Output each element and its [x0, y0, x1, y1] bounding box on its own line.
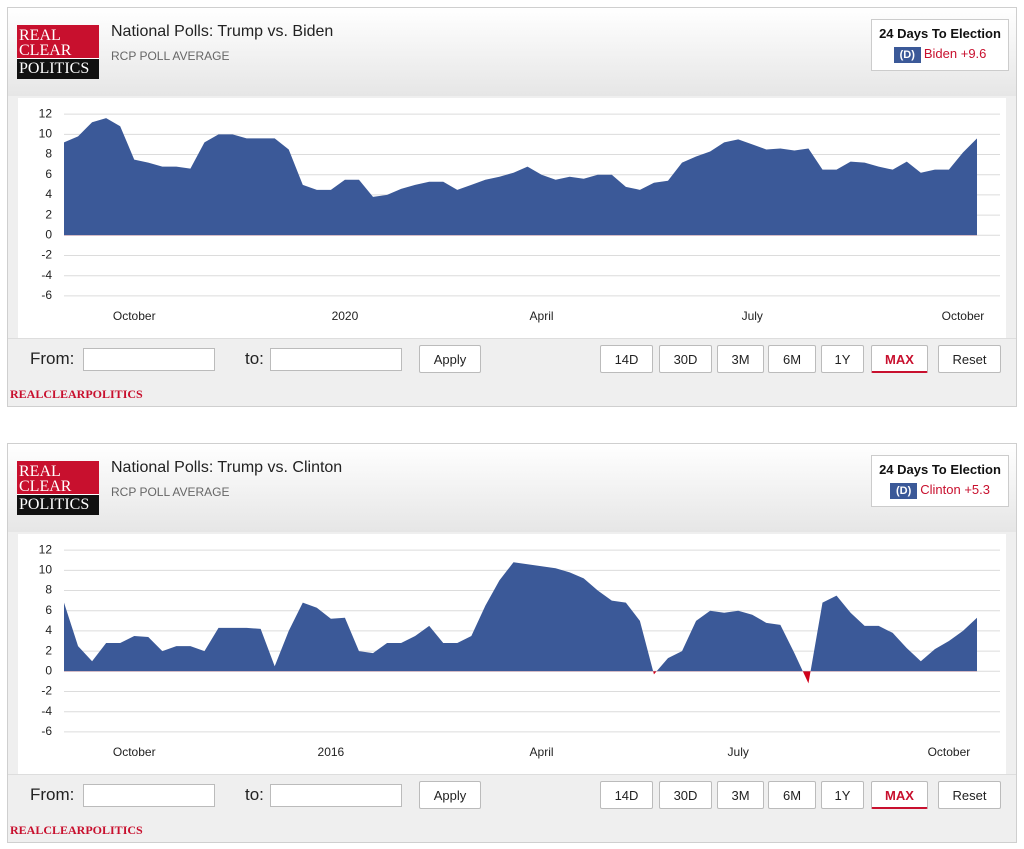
chart-title: National Polls: Trump vs. Clinton — [111, 459, 343, 476]
footer-brand: REALCLEARPOLITICS — [10, 823, 143, 837]
apply-button[interactable]: Apply — [419, 781, 481, 809]
range-button[interactable]: MAX — [871, 781, 928, 809]
area-positive — [64, 562, 977, 672]
leader-text: Biden +9.6 — [923, 46, 987, 61]
y-tick-label: -6 — [41, 288, 52, 302]
y-tick-label: 10 — [39, 126, 53, 140]
leader-row: (D) Clinton +5.3 — [872, 482, 1008, 499]
range-button[interactable]: MAX — [871, 345, 928, 373]
x-tick-label: 2020 — [332, 309, 359, 323]
y-tick-label: 2 — [45, 207, 52, 221]
y-tick-label: 4 — [45, 623, 52, 637]
to-label: to: — [245, 785, 264, 804]
x-tick-label: October — [928, 745, 971, 759]
y-tick-label: 6 — [45, 167, 52, 181]
reset-button[interactable]: Reset — [938, 781, 1001, 809]
x-tick-label: July — [742, 309, 763, 323]
logo-text: REAL — [17, 461, 99, 480]
to-input[interactable] — [270, 784, 402, 807]
logo-text: REAL — [17, 25, 99, 44]
poll-widget: REAL CLEAR POLITICS National Polls: Trump v… — [7, 443, 1017, 843]
x-tick-label: April — [530, 745, 554, 759]
chart-subtitle: RCP POLL AVERAGE — [111, 485, 230, 499]
to-label: to: — [245, 349, 264, 368]
party-badge: (D) — [893, 47, 921, 63]
chart: 12 10 8 6 4 2 0 -2 -4 -6 October 2016 April July Octob… — [39, 542, 1000, 759]
range-button[interactable]: 14D — [600, 781, 653, 809]
y-tick-label: -2 — [41, 684, 52, 698]
y-tick-label: 12 — [39, 542, 53, 556]
party-badge: (D) — [889, 483, 918, 499]
y-tick-label: -4 — [41, 268, 52, 282]
election-box: 24 Days To Election (D) Clinton +5.3 — [871, 455, 1009, 507]
y-tick-label: 12 — [39, 106, 53, 120]
chart: 12 10 8 6 4 2 0 -2 -4 -6 October 2020 April July Octob… — [39, 106, 1000, 323]
y-tick-label: 6 — [45, 603, 52, 617]
range-button[interactable]: 30D — [659, 345, 712, 373]
chart-area: 12 10 8 6 4 2 0 -2 -4 -6 October 2020 April July Octob… — [18, 98, 1006, 338]
logo-text: POLITICS — [17, 494, 99, 515]
to-input[interactable] — [270, 348, 402, 371]
x-tick-label: October — [113, 745, 156, 759]
logo-text: POLITICS — [17, 58, 99, 79]
area-positive — [64, 118, 977, 236]
y-tick-label: 4 — [45, 187, 52, 201]
range-button[interactable]: 1Y — [821, 781, 864, 809]
poll-widget: REAL CLEAR POLITICS National Polls: Trump v… — [7, 7, 1017, 407]
countdown: 24 Days To Election — [879, 462, 1001, 477]
election-box: 24 Days To Election (D) Biden +9.6 — [871, 19, 1009, 71]
logo: REAL CLEAR POLITICS — [17, 461, 99, 517]
range-button[interactable]: 14D — [600, 345, 653, 373]
y-tick-label: -6 — [41, 724, 52, 738]
controls-bar: From: to: Apply 14D 30D 3M 6M 1Y MAX Reset — [8, 774, 1016, 820]
from-input[interactable] — [83, 784, 215, 807]
y-tick-label: 10 — [39, 562, 53, 576]
x-tick-label: October — [113, 309, 156, 323]
range-button[interactable]: 1Y — [821, 345, 864, 373]
y-tick-label: -4 — [41, 704, 52, 718]
y-tick-label: 2 — [45, 643, 52, 657]
y-tick-label: -2 — [41, 248, 52, 262]
logo: REAL CLEAR POLITICS — [17, 25, 99, 81]
logo-text: CLEAR — [17, 43, 99, 59]
from-label: From: — [30, 785, 75, 804]
countdown: 24 Days To Election — [879, 26, 1001, 41]
chart-subtitle: RCP POLL AVERAGE — [111, 49, 230, 63]
chart-area: 12 10 8 6 4 2 0 -2 -4 -6 October 2016 April July Octob… — [18, 534, 1006, 774]
range-button[interactable]: 3M — [717, 781, 764, 809]
x-tick-label: July — [728, 745, 749, 759]
x-tick-label: October — [942, 309, 985, 323]
apply-button[interactable]: Apply — [419, 345, 481, 373]
controls-bar: From: to: Apply 14D 30D 3M 6M 1Y MAX Reset — [8, 338, 1016, 384]
y-tick-label: 8 — [45, 147, 52, 161]
x-tick-label: April — [530, 309, 554, 323]
x-tick-label: 2016 — [318, 745, 345, 759]
reset-button[interactable]: Reset — [938, 345, 1001, 373]
range-button[interactable]: 30D — [659, 781, 712, 809]
y-tick-label: 0 — [45, 227, 52, 241]
logo-text: CLEAR — [17, 479, 99, 495]
footer-brand: REALCLEARPOLITICS — [10, 387, 143, 401]
from-input[interactable] — [83, 348, 215, 371]
range-button[interactable]: 6M — [768, 345, 816, 373]
y-tick-label: 0 — [45, 663, 52, 677]
leader-text: Clinton +5.3 — [920, 482, 991, 497]
range-button[interactable]: 6M — [768, 781, 816, 809]
leader-row: (D) Biden +9.6 — [872, 46, 1008, 63]
range-button[interactable]: 3M — [717, 345, 764, 373]
chart-title: National Polls: Trump vs. Biden — [111, 23, 334, 40]
from-label: From: — [30, 349, 75, 368]
y-tick-label: 8 — [45, 583, 52, 597]
